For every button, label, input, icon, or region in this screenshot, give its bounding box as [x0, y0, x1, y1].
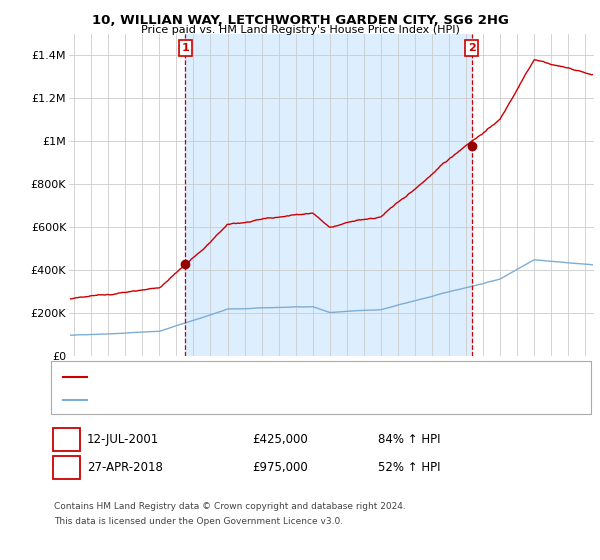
Text: 27-APR-2018: 27-APR-2018	[87, 461, 163, 474]
Bar	[185, 34, 472, 356]
Text: 2: 2	[62, 461, 71, 474]
Text: HPI: Average price, detached house, North Hertfordshire: HPI: Average price, detached house, Nort…	[93, 395, 388, 405]
Text: 2: 2	[468, 43, 475, 53]
Text: £425,000: £425,000	[252, 433, 308, 446]
Text: 1: 1	[182, 43, 189, 53]
Text: Contains HM Land Registry data © Crown copyright and database right 2024.: Contains HM Land Registry data © Crown c…	[54, 502, 406, 511]
Text: 52% ↑ HPI: 52% ↑ HPI	[378, 461, 440, 474]
Text: Price paid vs. HM Land Registry's House Price Index (HPI): Price paid vs. HM Land Registry's House …	[140, 25, 460, 35]
Text: This data is licensed under the Open Government Licence v3.0.: This data is licensed under the Open Gov…	[54, 517, 343, 526]
Text: 10, WILLIAN WAY, LETCHWORTH GARDEN CITY, SG6 2HG (detached house): 10, WILLIAN WAY, LETCHWORTH GARDEN CITY,…	[93, 372, 482, 382]
Text: 1: 1	[62, 433, 71, 446]
Text: £975,000: £975,000	[252, 461, 308, 474]
Text: 84% ↑ HPI: 84% ↑ HPI	[378, 433, 440, 446]
Text: 10, WILLIAN WAY, LETCHWORTH GARDEN CITY, SG6 2HG: 10, WILLIAN WAY, LETCHWORTH GARDEN CITY,…	[92, 14, 508, 27]
Text: 12-JUL-2001: 12-JUL-2001	[87, 433, 159, 446]
